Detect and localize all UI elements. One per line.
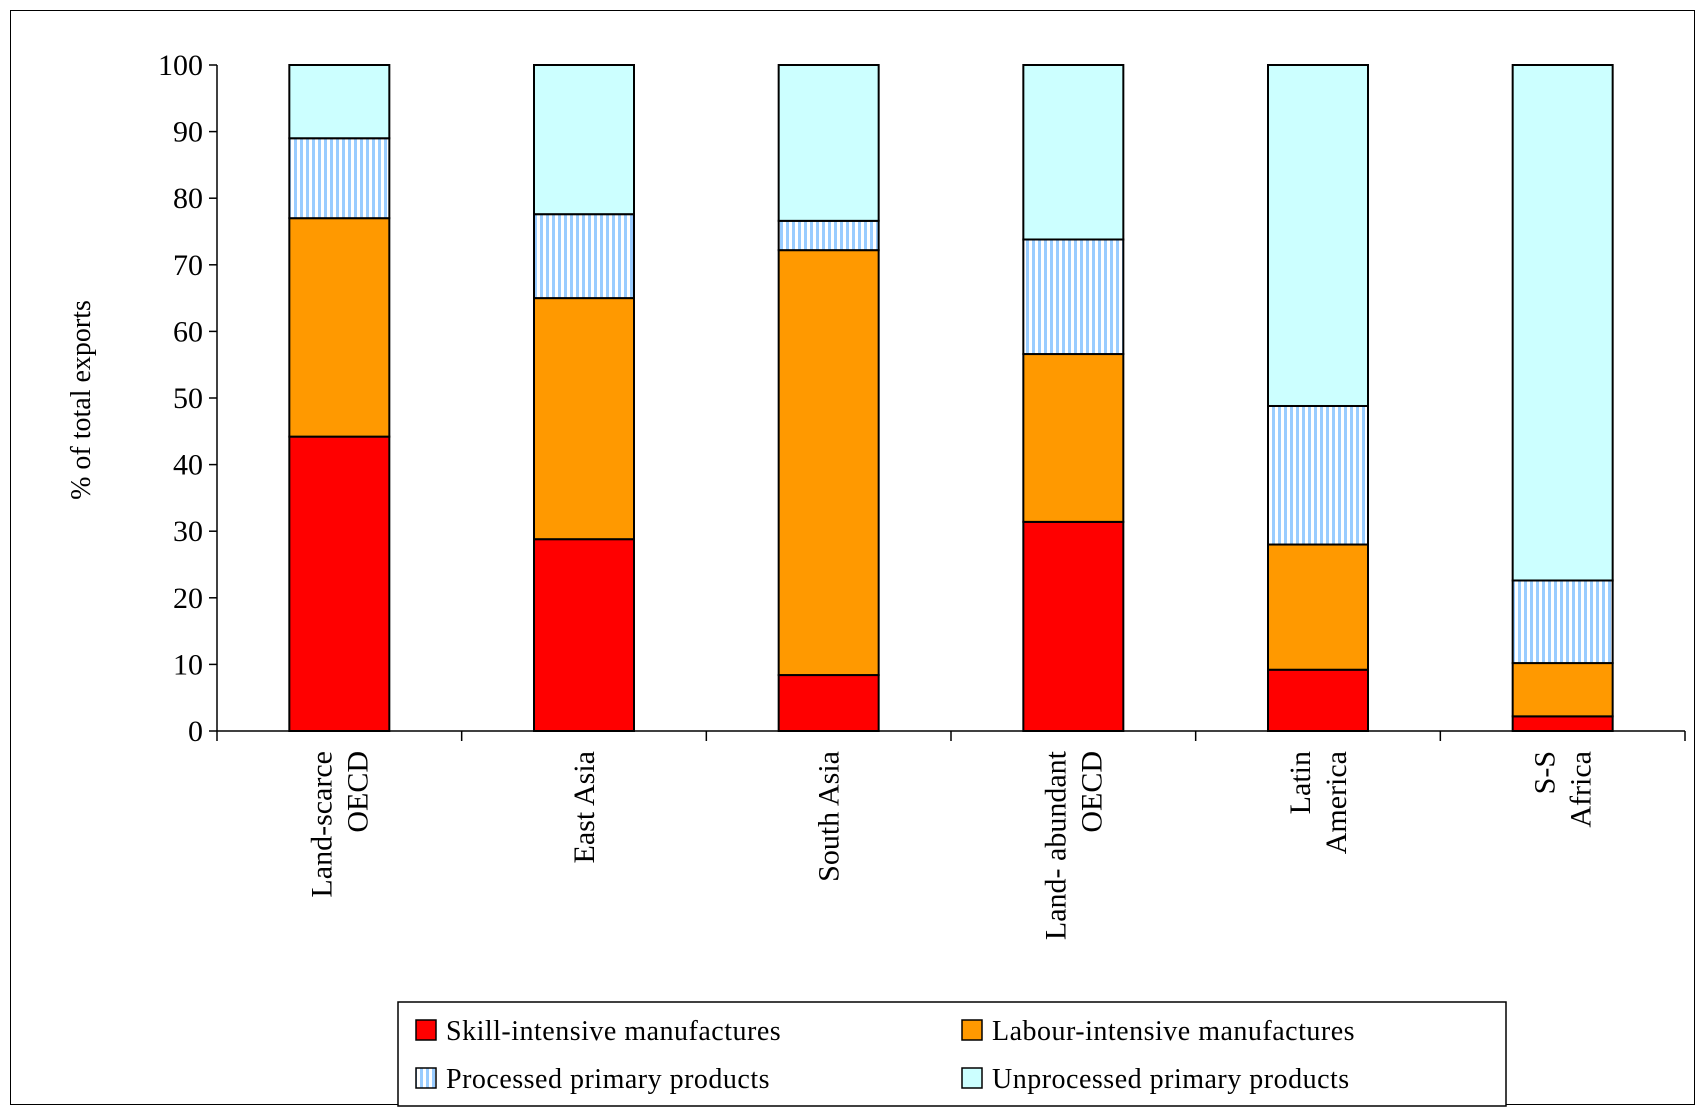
legend-box xyxy=(397,1001,1507,1107)
y-tick-label-30: 30 xyxy=(173,515,203,548)
x-label-line: East Asia xyxy=(568,751,601,864)
bar-latin-america-unprocessed-primary-products xyxy=(1267,64,1369,407)
legend-label-labour-intensive-manufactures: Labour-intensive manufactures xyxy=(992,1016,1355,1047)
bar-latin-america-skill-intensive-manufactures xyxy=(1267,668,1369,733)
legend: Skill-intensive manufactures Labour-inten… xyxy=(397,1001,1507,1107)
x-label-line: America xyxy=(1320,751,1353,854)
y-tick-label-90: 90 xyxy=(173,116,203,149)
y-tick-label-100: 100 xyxy=(158,49,203,82)
x-label-line: South Asia xyxy=(813,751,846,882)
x-label-line: Land- abundant xyxy=(1039,750,1072,940)
legend-label-processed-primary-products: Processed primary products xyxy=(446,1064,770,1095)
y-tick-label-20: 20 xyxy=(173,582,203,615)
legend-swatch-labour-intensive-manufactures xyxy=(961,1019,983,1041)
y-tick-label-10: 10 xyxy=(173,648,203,681)
x-label-line: OECD xyxy=(341,751,374,833)
x-label-line: OECD xyxy=(1075,751,1108,833)
bar-south-asia-labour-intensive-manufactures xyxy=(777,249,880,677)
bar-s-s-africa-labour-intensive-manufactures xyxy=(1511,662,1614,718)
bar-east-asia-skill-intensive-manufactures xyxy=(533,538,635,733)
y-tick-label-0: 0 xyxy=(188,715,203,748)
x-label-latin-america: Latin America xyxy=(1284,751,1353,854)
bar-south-asia-unprocessed-primary-products xyxy=(777,64,880,222)
y-tick-label-40: 40 xyxy=(173,449,203,482)
legend-swatch-unprocessed-primary-products xyxy=(961,1067,983,1089)
bar-land-abundant-oecd-labour-intensive-manufactures xyxy=(1022,353,1125,523)
bar-east-asia-processed-primary-products xyxy=(533,213,635,300)
x-label-line: Africa xyxy=(1565,751,1598,828)
y-tick-label-50: 50 xyxy=(173,382,203,415)
bar-land-scarce-oecd-labour-intensive-manufactures xyxy=(288,217,391,438)
y-tick-label-70: 70 xyxy=(173,249,203,282)
x-label-land-abundant-oecd: Land- abundant OECD xyxy=(1039,750,1108,940)
y-tick-label-60: 60 xyxy=(173,315,203,348)
x-label-land-scarce-oecd: Land-scarce OECD xyxy=(305,751,374,898)
x-label-east-asia: East Asia xyxy=(568,751,601,864)
bar-s-s-africa-unprocessed-primary-products xyxy=(1511,64,1614,582)
bar-land-scarce-oecd-skill-intensive-manufactures xyxy=(288,435,391,732)
x-label-south-asia: South Asia xyxy=(813,751,846,882)
bar-east-asia-labour-intensive-manufactures xyxy=(533,297,635,541)
x-label-line: Latin xyxy=(1284,751,1317,814)
bar-latin-america-processed-primary-products xyxy=(1267,404,1369,546)
bar-east-asia-unprocessed-primary-products xyxy=(533,64,635,216)
bar-s-s-africa-skill-intensive-manufactures xyxy=(1511,715,1614,733)
legend-label-unprocessed-primary-products: Unprocessed primary products xyxy=(992,1064,1350,1095)
x-label-line: Land-scarce xyxy=(305,751,338,898)
y-axis-title: % of total exports xyxy=(66,300,97,500)
bar-s-s-africa-processed-primary-products xyxy=(1511,579,1614,665)
bar-south-asia-skill-intensive-manufactures xyxy=(777,674,880,733)
x-label-line: S-S xyxy=(1529,751,1562,794)
x-label-s-s-africa: S-S Africa xyxy=(1529,751,1598,828)
bar-latin-america-labour-intensive-manufactures xyxy=(1267,543,1369,671)
bar-land-abundant-oecd-skill-intensive-manufactures xyxy=(1022,520,1125,732)
legend-swatch-skill-intensive-manufactures xyxy=(415,1019,437,1041)
bar-land-abundant-oecd-processed-primary-products xyxy=(1022,238,1125,356)
legend-label-skill-intensive-manufactures: Skill-intensive manufactures xyxy=(446,1016,781,1047)
bar-land-abundant-oecd-unprocessed-primary-products xyxy=(1022,64,1125,241)
bar-land-scarce-oecd-processed-primary-products xyxy=(288,137,391,220)
bar-south-asia-processed-primary-products xyxy=(777,219,880,252)
legend-swatch-processed-primary-products xyxy=(415,1067,437,1089)
y-tick-label-80: 80 xyxy=(173,182,203,215)
bar-land-scarce-oecd-unprocessed-primary-products xyxy=(288,64,391,140)
